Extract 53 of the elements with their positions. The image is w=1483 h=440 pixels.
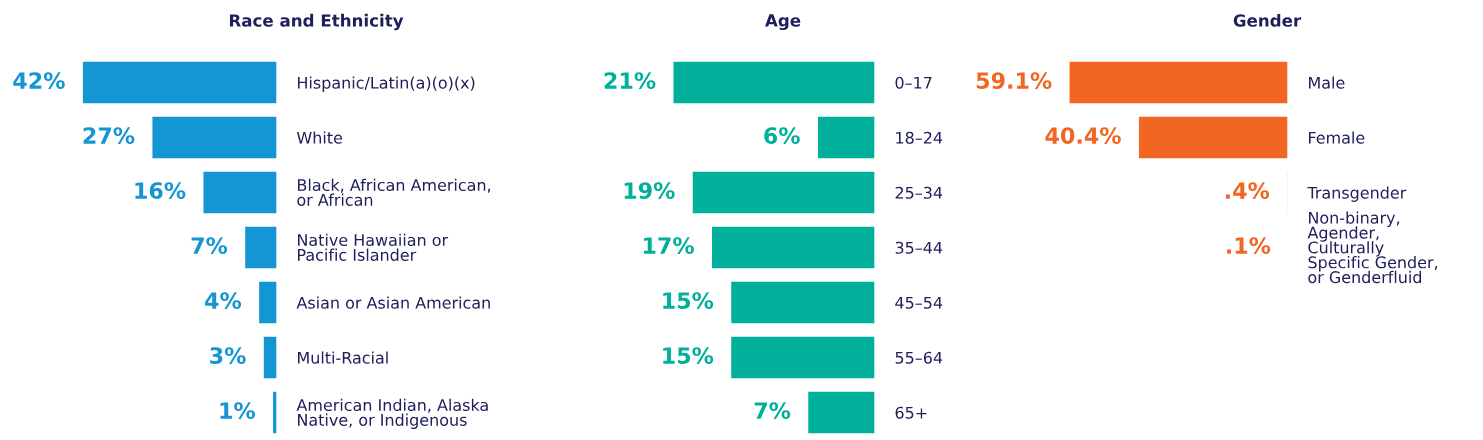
data-label: 3% <box>210 347 246 364</box>
bar <box>271 390 277 435</box>
y-tick-label: Hispanic/Latin(a)(o)(x) <box>298 76 475 92</box>
data-label: 7% <box>754 402 791 419</box>
text: Race and Ethnicity <box>229 13 404 31</box>
y-tick-label: White <box>296 131 343 144</box>
bar <box>806 390 875 435</box>
bar <box>202 170 277 215</box>
data-label: 40.4% <box>1045 127 1121 144</box>
data-label: 7% <box>191 237 228 254</box>
y-tick-label: Asian or Asian American <box>296 296 490 309</box>
data-label: 4% <box>205 292 242 309</box>
data-label: 27% <box>83 127 135 144</box>
bar <box>243 225 277 270</box>
data-label: 21% <box>604 72 656 89</box>
chart-title: Age <box>765 14 801 31</box>
data-label: 15% <box>663 347 714 364</box>
y-tick-label: 65+ <box>895 406 927 419</box>
data-label: 42% <box>13 72 65 89</box>
y-tick-label: 25–34 <box>895 186 943 199</box>
y-tick-label: 35–44 <box>895 241 943 254</box>
bar <box>257 280 277 325</box>
data-label: .4% <box>1225 182 1270 199</box>
data-label: 15% <box>663 292 714 309</box>
data-label: 1% <box>220 402 255 419</box>
y-tick-label: Native Hawaiian or Pacific Islander <box>298 233 449 261</box>
bar <box>81 60 277 105</box>
bar <box>729 335 875 380</box>
data-label: 17% <box>643 237 694 254</box>
y-tick-label: 55–64 <box>895 351 943 364</box>
y-tick-label: American Indian, Alaska Native, or Indigenous <box>296 398 488 430</box>
data-label: .1% <box>1227 237 1271 254</box>
bar <box>729 280 875 325</box>
y-tick-label: 18–24 <box>896 131 943 144</box>
bar <box>262 335 277 380</box>
bar <box>151 115 277 160</box>
data-label: 19% <box>624 182 675 199</box>
bar <box>710 225 875 270</box>
bar <box>816 115 875 160</box>
bar <box>672 60 875 105</box>
y-tick-label: Transgender <box>1307 186 1407 202</box>
y-tick-label: Non-binary, Agender, Culturally Specific Gender, or Genderfluid <box>1307 211 1438 284</box>
y-tick-label: 45–54 <box>895 296 943 309</box>
data-label: 59.1% <box>976 72 1052 89</box>
y-tick-label: Female <box>1309 131 1365 144</box>
y-tick-label: 0–17 <box>895 76 932 89</box>
y-tick-label: Black, African American, or African <box>297 178 491 206</box>
data-label: 6% <box>764 127 800 144</box>
chart-title: Gender <box>1233 13 1302 27</box>
bar <box>691 170 875 215</box>
y-tick-label: Male <box>1309 76 1345 89</box>
data-label: 16% <box>135 182 186 199</box>
y-tick-label: Multi-Racial <box>298 351 388 364</box>
